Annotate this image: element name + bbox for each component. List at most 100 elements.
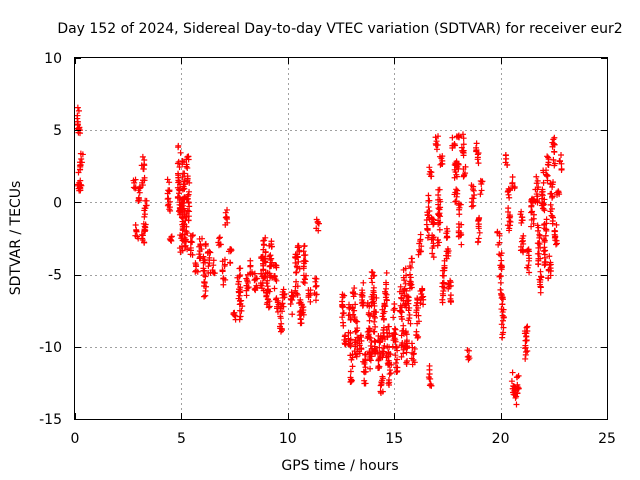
data-point: [413, 307, 420, 314]
data-point: [507, 213, 514, 220]
data-point: [200, 267, 207, 274]
data-point: [443, 255, 450, 262]
data-point: [181, 208, 188, 215]
data-point: [499, 301, 506, 308]
data-point: [452, 198, 459, 205]
data-point: [455, 228, 462, 235]
data-point: [251, 286, 258, 293]
data-point: [358, 291, 365, 298]
data-point: [434, 236, 441, 243]
data-point: [77, 163, 84, 170]
data-point: [369, 269, 376, 276]
data-point: [497, 286, 504, 293]
data-point: [453, 171, 460, 178]
data-point: [383, 297, 390, 304]
data-point: [377, 390, 384, 397]
data-point: [425, 204, 432, 211]
data-point: [547, 201, 554, 208]
data-point: [271, 285, 278, 292]
data-point: [400, 346, 407, 353]
data-point: [547, 190, 554, 197]
data-point: [78, 159, 85, 166]
data-point: [313, 282, 320, 289]
data-point: [543, 226, 550, 233]
data-point: [298, 320, 305, 327]
data-point: [397, 307, 404, 314]
data-point: [478, 180, 485, 187]
data-point: [219, 267, 226, 274]
data-point: [179, 218, 186, 225]
data-point: [260, 266, 267, 273]
data-point: [436, 186, 443, 193]
chart-title: Day 152 of 2024, Sidereal Day-to-day VTE…: [57, 21, 622, 37]
data-point: [500, 314, 507, 321]
data-point: [433, 146, 440, 153]
data-point: [447, 297, 454, 304]
data-point: [366, 317, 373, 324]
data-point: [369, 299, 376, 306]
data-point: [534, 193, 541, 200]
data-point: [235, 281, 242, 288]
data-point: [301, 252, 308, 259]
data-point: [264, 296, 271, 303]
data-point: [524, 247, 531, 254]
data-point: [402, 343, 409, 350]
data-point: [441, 284, 448, 291]
axis-ticks: [75, 58, 608, 420]
data-point: [371, 302, 378, 309]
data-point: [508, 378, 515, 385]
data-point: [166, 179, 173, 186]
data-point: [393, 368, 400, 375]
data-point: [216, 235, 223, 242]
data-point: [407, 320, 414, 327]
data-point: [184, 195, 191, 202]
data-point: [372, 323, 379, 330]
data-point: [274, 308, 281, 315]
data-point: [498, 306, 505, 313]
data-point: [394, 347, 401, 354]
data-point: [371, 318, 378, 325]
data-point: [346, 305, 353, 312]
data-point: [536, 281, 543, 288]
data-point: [257, 282, 264, 289]
y-tick-label: -15: [39, 412, 62, 428]
data-point: [77, 185, 84, 192]
data-point: [349, 363, 356, 370]
x-tick-label: 15: [385, 431, 403, 447]
data-point: [517, 247, 524, 254]
data-point: [557, 157, 564, 164]
data-point: [440, 272, 447, 279]
y-tick-label: -10: [39, 340, 62, 356]
data-point: [347, 368, 354, 375]
x-tick-label: 20: [492, 431, 510, 447]
data-point: [536, 231, 543, 238]
data-point: [477, 191, 484, 198]
data-point: [475, 160, 482, 167]
data-point: [355, 335, 362, 342]
data-point: [313, 225, 320, 232]
data-point: [266, 263, 273, 270]
data-point: [352, 301, 359, 308]
data-point: [391, 325, 398, 332]
data-point: [552, 241, 559, 248]
data-point: [518, 208, 525, 215]
data-point: [392, 352, 399, 359]
data-point: [456, 200, 463, 207]
data-point: [196, 235, 203, 242]
grid-lines: [75, 58, 607, 419]
data-point: [349, 305, 356, 312]
data-point: [380, 352, 387, 359]
data-point: [385, 323, 392, 330]
data-point: [230, 310, 237, 317]
data-point: [473, 140, 480, 147]
data-point: [534, 199, 541, 206]
data-point: [141, 162, 148, 169]
data-point: [359, 299, 366, 306]
data-point: [196, 251, 203, 258]
data-point: [523, 324, 530, 331]
data-point: [74, 115, 81, 122]
data-point: [393, 344, 400, 351]
data-point: [449, 134, 456, 141]
data-point: [368, 275, 375, 282]
data-point: [189, 233, 196, 240]
